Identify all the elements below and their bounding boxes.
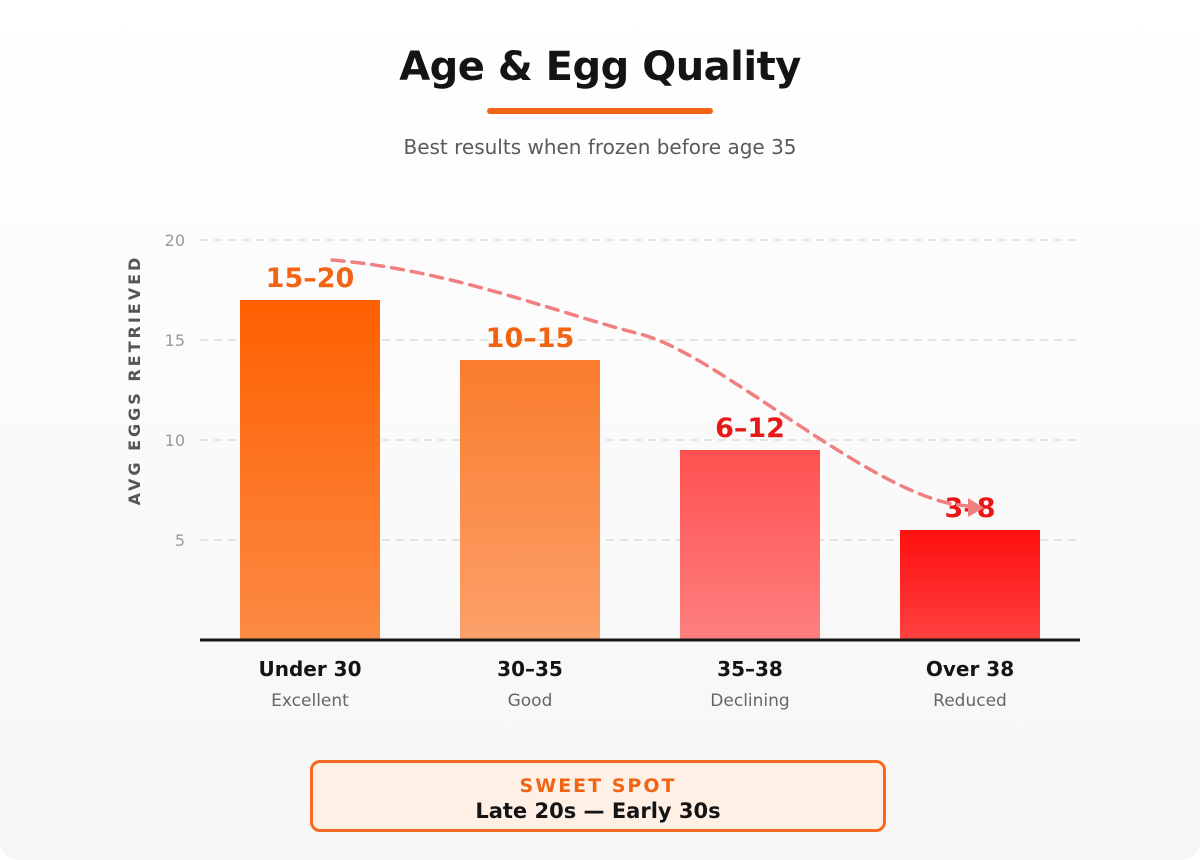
bar <box>900 530 1040 640</box>
bar-value-label: 6–12 <box>715 413 785 444</box>
x-tick-label: Over 38 <box>926 657 1014 681</box>
y-tick-label: 10 <box>165 431 185 450</box>
y-tick-label: 15 <box>165 331 185 350</box>
trend-arrowhead <box>968 498 984 517</box>
y-axis-label: AVG EGGS RETRIEVED <box>125 255 144 506</box>
category-note: Declining <box>710 691 789 711</box>
sweet-spot-label: SWEET SPOT <box>519 775 677 797</box>
sweet-spot-value: Late 20s — Early 30s <box>475 799 721 823</box>
x-tick-label: 35–38 <box>717 657 783 681</box>
category-note: Reduced <box>933 691 1007 711</box>
y-tick-label: 20 <box>165 231 185 250</box>
chart-title: Age & Egg Quality <box>399 44 801 90</box>
y-tick-label: 5 <box>175 531 185 550</box>
bar <box>460 360 600 640</box>
chart-subtitle: Best results when frozen before age 35 <box>403 135 797 159</box>
title-underline <box>487 108 713 114</box>
x-tick-label: Under 30 <box>258 657 361 681</box>
sweet-spot-box: SWEET SPOT Late 20s — Early 30s <box>310 760 886 832</box>
bar-value-label: 10–15 <box>486 323 575 354</box>
bar <box>240 300 380 640</box>
category-note: Excellent <box>271 691 349 711</box>
category-note: Good <box>508 691 553 711</box>
x-tick-label: 30–35 <box>497 657 563 681</box>
bar <box>680 450 820 640</box>
trend-line <box>330 258 972 508</box>
bar-value-label: 15–20 <box>266 263 355 294</box>
